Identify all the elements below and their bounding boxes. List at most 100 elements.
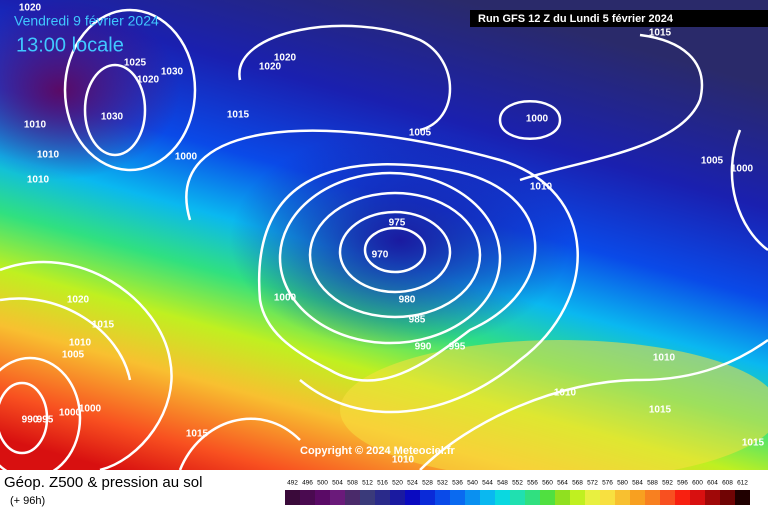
colorbar-swatch bbox=[660, 490, 675, 505]
isobar-label: 1015 bbox=[186, 429, 209, 440]
colorbar-tick: 584 bbox=[632, 480, 643, 487]
colorbar-swatch bbox=[390, 490, 405, 505]
footer-title: Géop. Z500 & pression au sol bbox=[4, 474, 202, 491]
isobar-label: 1005 bbox=[409, 128, 432, 139]
isobar-label: 1005 bbox=[701, 156, 724, 167]
isobar-label: 1025 bbox=[124, 58, 147, 69]
colorbar-swatch bbox=[315, 490, 330, 505]
colorbar-tick: 544 bbox=[482, 480, 493, 487]
run-info: Run GFS 12 Z du Lundi 5 février 2024 bbox=[478, 13, 674, 25]
isobar-label: 1020 bbox=[274, 53, 297, 64]
isobar-label: 995 bbox=[37, 415, 54, 426]
colorbar-swatch bbox=[285, 490, 300, 505]
isobar-label: 1010 bbox=[530, 182, 553, 193]
colorbar-tick: 508 bbox=[347, 480, 358, 487]
colorbar-tick: 608 bbox=[722, 480, 733, 487]
colorbar-tick: 496 bbox=[302, 480, 313, 487]
low-area bbox=[230, 130, 570, 350]
isobar-label: 1030 bbox=[161, 67, 184, 78]
colorbar-tick: 556 bbox=[527, 480, 538, 487]
colorbar-swatch bbox=[570, 490, 585, 505]
colorbar-swatch bbox=[375, 490, 390, 505]
colorbar: 492 496 500 504 508 512 516 520 524 528 532 536 540 5… bbox=[285, 480, 750, 505]
isobar-label: 1005 bbox=[62, 350, 85, 361]
lead-time: (+ 96h) bbox=[10, 495, 45, 507]
colorbar-tick: 564 bbox=[557, 480, 568, 487]
isobar-label: 1010 bbox=[653, 353, 676, 364]
colorbar-tick: 560 bbox=[542, 480, 553, 487]
colorbar-swatch bbox=[525, 490, 540, 505]
colorbar-tick: 500 bbox=[317, 480, 328, 487]
valid-date: Vendredi 9 février 2024 bbox=[14, 13, 159, 29]
isobar-label: 970 bbox=[372, 250, 389, 261]
isobar-label: 1010 bbox=[69, 338, 92, 349]
colorbar-swatch bbox=[420, 490, 435, 505]
isobar-label: 1000 bbox=[526, 114, 549, 125]
isobar-label: 1010 bbox=[392, 455, 415, 466]
colorbar-swatch bbox=[465, 490, 480, 505]
isobar-label: 1010 bbox=[554, 388, 577, 399]
isobar-labels: 1020102510301020103010101010101010201020… bbox=[19, 3, 765, 466]
isobar-label: 1015 bbox=[92, 320, 115, 331]
colorbar-swatch bbox=[300, 490, 315, 505]
colorbar-tick: 540 bbox=[467, 480, 478, 487]
colorbar-tick: 568 bbox=[572, 480, 583, 487]
colorbar-swatch bbox=[345, 490, 360, 505]
copyright: Copyright © 2024 Meteociel.fr bbox=[300, 445, 456, 457]
local-time: 13:00 locale bbox=[16, 34, 124, 56]
colorbar-tick: 612 bbox=[737, 480, 748, 487]
colorbar-tick: 528 bbox=[422, 480, 433, 487]
colorbar-tick: 536 bbox=[452, 480, 463, 487]
run-banner bbox=[470, 10, 768, 27]
colorbar-tick: 572 bbox=[587, 480, 598, 487]
isobar-label: 1000 bbox=[59, 408, 82, 419]
isobar-label: 1020 bbox=[67, 295, 90, 306]
isobar-label: 990 bbox=[22, 415, 39, 426]
isobar-label: 980 bbox=[399, 295, 416, 306]
isobar-label: 1020 bbox=[19, 3, 42, 14]
colorbar-tick: 552 bbox=[512, 480, 523, 487]
colorbar-swatch bbox=[630, 490, 645, 505]
isobar-label: 1030 bbox=[101, 112, 124, 123]
colorbar-tick: 532 bbox=[437, 480, 448, 487]
colorbar-tick: 576 bbox=[602, 480, 613, 487]
colorbar-swatch bbox=[555, 490, 570, 505]
colorbar-swatch bbox=[615, 490, 630, 505]
colorbar-swatch bbox=[645, 490, 660, 505]
colorbar-swatch bbox=[735, 490, 750, 505]
colorbar-tick: 516 bbox=[377, 480, 388, 487]
colorbar-swatch bbox=[705, 490, 720, 505]
isobar-label: 1015 bbox=[649, 405, 672, 416]
isobar-label: 1000 bbox=[731, 164, 754, 175]
isobar-label: 1015 bbox=[649, 28, 672, 39]
cold-area bbox=[0, 0, 180, 180]
colorbar-swatch bbox=[405, 490, 420, 505]
colorbar-tick: 548 bbox=[497, 480, 508, 487]
colorbar-tick: 504 bbox=[332, 480, 343, 487]
colorbar-tick: 596 bbox=[677, 480, 688, 487]
colorbar-swatch bbox=[435, 490, 450, 505]
colorbar-swatch bbox=[495, 490, 510, 505]
isobar-label: 995 bbox=[449, 342, 466, 353]
colorbar-tick: 588 bbox=[647, 480, 658, 487]
colorbar-swatch bbox=[675, 490, 690, 505]
colorbar-swatch bbox=[480, 490, 495, 505]
colorbar-tick: 580 bbox=[617, 480, 628, 487]
isobar-label: 985 bbox=[409, 315, 426, 326]
isobar-label: 1010 bbox=[24, 120, 47, 131]
colorbar-swatch bbox=[720, 490, 735, 505]
isobar-label: 1010 bbox=[27, 175, 50, 186]
colorbar-tick: 600 bbox=[692, 480, 703, 487]
colorbar-swatch bbox=[330, 490, 345, 505]
colorbar-swatch bbox=[585, 490, 600, 505]
colorbar-swatch bbox=[600, 490, 615, 505]
colorbar-tick: 524 bbox=[407, 480, 418, 487]
colorbar-swatch bbox=[510, 490, 525, 505]
isobar-label: 1015 bbox=[742, 438, 765, 449]
isobar-label: 1000 bbox=[79, 404, 102, 415]
isobar-label: 1020 bbox=[137, 75, 160, 86]
colorbar-swatch bbox=[690, 490, 705, 505]
colorbar-swatch bbox=[360, 490, 375, 505]
isobar-label: 1015 bbox=[227, 110, 250, 121]
